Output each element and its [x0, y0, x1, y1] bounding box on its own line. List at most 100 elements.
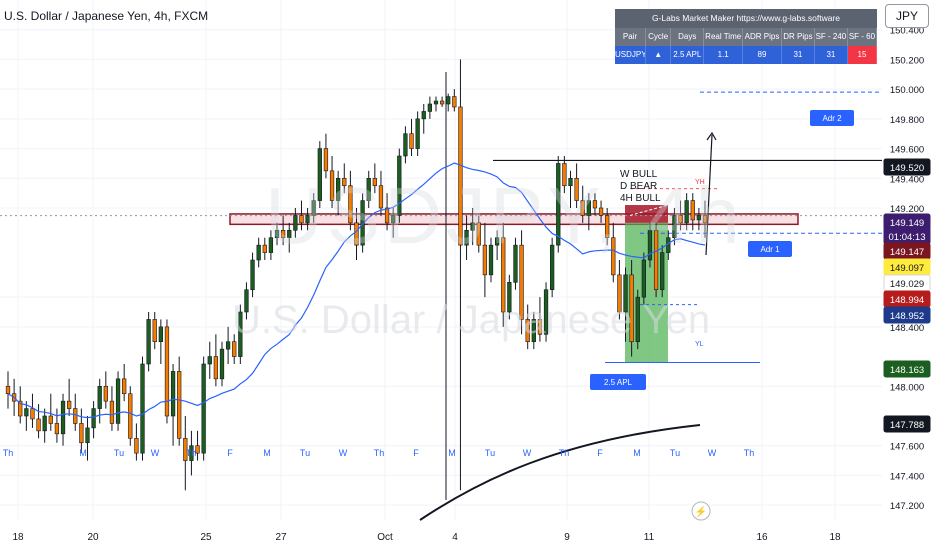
y-tick-label: 147.400	[890, 471, 924, 482]
candle-body	[580, 200, 585, 216]
candle-body	[146, 319, 151, 365]
candle-body	[403, 133, 408, 157]
label-w-bull: W BULL	[620, 169, 658, 180]
y-tick-label: 149.400	[890, 174, 924, 185]
candle-body	[617, 274, 622, 313]
candle-body	[317, 148, 322, 201]
x-date-label: 11	[644, 532, 655, 543]
candle-body	[122, 378, 127, 395]
candle-body	[219, 348, 225, 380]
candle-body	[354, 222, 359, 246]
x-date-label: 18	[829, 532, 841, 543]
candle-body	[85, 427, 90, 444]
glabs-header-cell: Days	[671, 28, 705, 46]
candle-body	[30, 408, 35, 420]
x-date-label: 4	[452, 532, 458, 543]
glabs-value-cell: 31	[814, 46, 848, 64]
candle-body	[91, 408, 96, 429]
candle-body	[274, 229, 280, 239]
candle-body	[305, 215, 310, 224]
x-day-label: W	[339, 448, 348, 458]
candle-body	[452, 96, 457, 108]
candle-body	[134, 437, 139, 454]
candle-body	[336, 177, 341, 201]
candle-body	[574, 177, 579, 201]
candle-body	[54, 423, 60, 435]
x-day-label: Tu	[114, 448, 124, 458]
price-label-bg	[883, 415, 931, 433]
y-tick-label: 150.400	[890, 26, 924, 37]
y-tick-label: 147.600	[890, 442, 924, 453]
candle-body	[299, 215, 304, 224]
candle-body	[42, 415, 47, 432]
candle-body	[690, 200, 695, 221]
candle-body	[18, 400, 23, 417]
candle-body	[556, 163, 561, 246]
price-label-bg	[883, 306, 931, 324]
x-day-label: M	[448, 448, 456, 458]
candle-body	[67, 400, 72, 409]
candle-body	[189, 445, 194, 461]
glabs-header-cell: SF - 240	[814, 28, 848, 46]
candle-body	[140, 363, 145, 454]
candle-body	[525, 319, 530, 343]
price-label: 149.520	[890, 163, 924, 174]
candle-body	[384, 207, 390, 224]
x-day-label: M	[79, 448, 87, 458]
label-yl: YL	[695, 341, 704, 348]
candle-body	[653, 229, 659, 291]
candle-body	[97, 385, 102, 409]
candle-body	[115, 378, 121, 424]
candle-body	[409, 133, 414, 149]
candle-body	[79, 423, 84, 444]
candle-body	[550, 244, 555, 291]
x-date-label: Oct	[377, 532, 393, 543]
x-day-label: Th	[744, 448, 755, 458]
moving-average	[7, 162, 706, 419]
candle-body	[213, 356, 219, 380]
x-day-label: Tu	[300, 448, 310, 458]
candle-body	[488, 244, 494, 276]
candle-body	[391, 215, 396, 224]
price-label: 148.994	[890, 295, 924, 306]
candle-body	[378, 185, 384, 209]
candle-body	[311, 200, 316, 216]
candle-body	[641, 259, 646, 298]
projection-line	[705, 134, 713, 256]
price-label: 148.163	[890, 365, 924, 376]
candle-body	[183, 437, 188, 461]
x-day-label: F	[597, 448, 603, 458]
candle-body	[684, 200, 689, 224]
candle-body	[660, 252, 665, 291]
currency-button[interactable]: JPY	[885, 4, 929, 28]
x-date-label: 18	[12, 532, 24, 543]
dashed-trend	[629, 204, 669, 216]
glabs-header-cell: DR Pips	[781, 28, 815, 46]
x-day-label: Th	[3, 448, 14, 458]
glabs-value-cell: 89	[743, 46, 782, 64]
candle-body	[446, 96, 451, 105]
price-label: 149.097	[890, 263, 924, 274]
candle-body	[678, 215, 683, 224]
x-day-label: F	[227, 448, 233, 458]
candle-body	[482, 244, 488, 276]
candle-body	[73, 408, 78, 424]
glabs-value-cell: USDJPY	[615, 46, 647, 64]
projection-arrowhead	[706, 131, 717, 141]
label-4h-bull: 4H BULL	[620, 193, 661, 204]
price-label: 147.788	[890, 420, 924, 431]
badge-apl-bg	[590, 374, 646, 390]
candle-body	[250, 259, 255, 291]
candle-body	[629, 274, 634, 343]
x-date-label: 20	[87, 532, 99, 543]
candle-body	[568, 177, 573, 187]
price-label: 01:04:13	[889, 232, 926, 243]
y-tick-label: 150.200	[890, 55, 924, 66]
candle-body	[611, 237, 616, 276]
candle-body	[464, 229, 469, 246]
candle-body	[647, 229, 653, 261]
candle-body	[323, 148, 329, 172]
candle-body	[372, 177, 377, 187]
glabs-header-cell: SF - 60	[847, 28, 878, 46]
